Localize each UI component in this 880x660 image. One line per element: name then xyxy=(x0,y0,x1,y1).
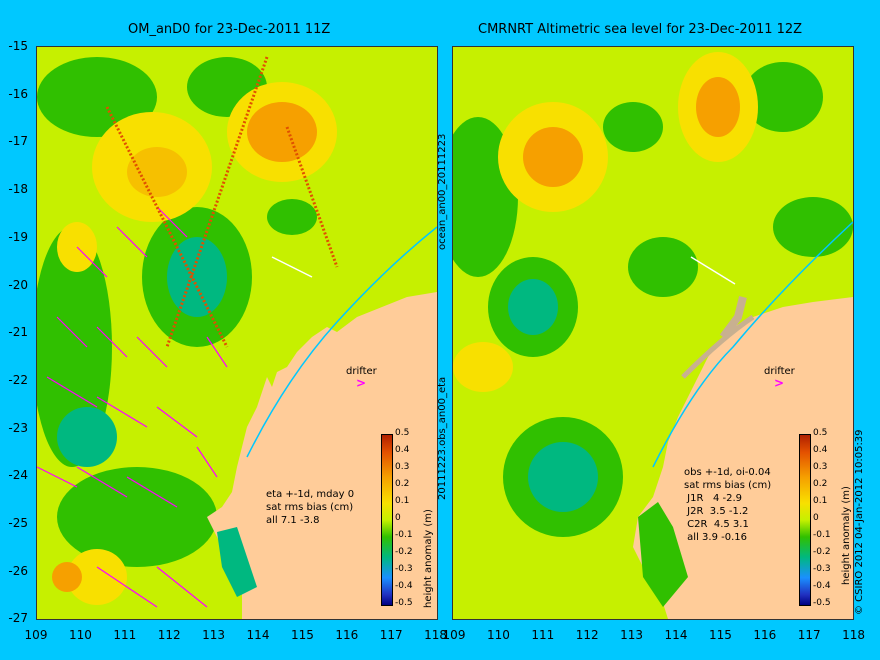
left-map-title: OM_anD0 for 23-Dec-2011 11Z xyxy=(128,22,331,37)
right-colorbar-tick: -0.2 xyxy=(813,547,831,557)
right-drifter-label: drifter xyxy=(764,366,795,377)
y-tick-label: -20 xyxy=(8,277,28,292)
right-colorbar-tick: 0.1 xyxy=(813,496,828,506)
y-tick-label: -23 xyxy=(8,420,28,435)
right-x-tick-label: 118 xyxy=(842,628,866,642)
y-tick-label: -25 xyxy=(8,516,28,530)
left-colorbar-label: height anomaly (m) xyxy=(423,509,434,608)
right-x-tick-label: 117 xyxy=(797,628,821,642)
left-drifter-arrow: > xyxy=(356,376,367,390)
right-x-tick-label: 116 xyxy=(753,628,777,642)
right-colorbar xyxy=(799,434,811,606)
right-colorbar-tick: 0.2 xyxy=(813,479,828,489)
y-tick-label: -22 xyxy=(8,372,28,387)
y-tick-label: -21 xyxy=(8,325,28,340)
left-colorbar-tick: 0.1 xyxy=(395,496,410,506)
side-label-top: ocean_an00_20111223 xyxy=(437,133,448,250)
left-colorbar-tick: -0.1 xyxy=(395,530,413,540)
right-x-tick-label: 109 xyxy=(442,628,466,642)
left-x-tick-label: 110 xyxy=(68,628,92,642)
right-colorbar-label: height anomaly (m) xyxy=(841,486,852,585)
left-colorbar-tick: 0.2 xyxy=(395,479,410,489)
left-map xyxy=(36,46,438,620)
left-x-tick-label: 111 xyxy=(113,628,137,642)
left-drifter-label: drifter xyxy=(346,366,377,377)
y-tick-label: -15 xyxy=(8,39,28,53)
right-colorbar-tick: -0.3 xyxy=(813,564,831,574)
left-colorbar-tick: 0.3 xyxy=(395,462,410,472)
left-x-tick-label: 112 xyxy=(157,628,181,642)
y-tick-label: -27 xyxy=(8,611,28,626)
right-drifter-arrow: > xyxy=(774,376,785,390)
right-colorbar-tick: 0 xyxy=(813,513,819,523)
right-colorbar-tick: 0.4 xyxy=(813,445,828,455)
y-tick-label: -26 xyxy=(8,563,28,578)
left-map-canvas xyxy=(37,47,437,619)
right-map-canvas xyxy=(453,47,853,619)
right-colorbar-tick: 0.3 xyxy=(813,462,828,472)
right-x-tick-label: 110 xyxy=(486,628,510,642)
left-colorbar xyxy=(381,434,393,606)
left-x-tick-label: 113 xyxy=(202,628,226,642)
left-colorbar-tick: -0.4 xyxy=(395,581,413,591)
credit-label: © CSIRO 2012 04-Jan-2012 10:05:39 xyxy=(854,429,865,615)
right-map xyxy=(452,46,854,620)
left-colorbar-tick: -0.5 xyxy=(395,598,413,608)
right-x-tick-label: 112 xyxy=(575,628,599,642)
left-x-tick-label: 116 xyxy=(335,628,359,642)
right-x-tick-label: 111 xyxy=(531,628,555,642)
y-tick-label: -24 xyxy=(8,468,28,483)
left-colorbar-tick: 0.4 xyxy=(395,445,410,455)
left-x-tick-label: 109 xyxy=(24,628,48,642)
y-tick-label: -18 xyxy=(8,182,28,197)
right-colorbar-tick: -0.5 xyxy=(813,598,831,608)
left-x-tick-label: 117 xyxy=(379,628,403,642)
right-map-title: CMRNRT Altimetric sea level for 23-Dec-2… xyxy=(478,22,803,37)
right-x-tick-label: 115 xyxy=(708,628,732,642)
y-tick-label: -19 xyxy=(8,229,28,244)
left-colorbar-tick: -0.3 xyxy=(395,564,413,574)
right-x-tick-label: 113 xyxy=(620,628,644,642)
right-colorbar-tick: -0.4 xyxy=(813,581,831,591)
right-colorbar-tick: 0.5 xyxy=(813,428,828,438)
left-x-tick-label: 114 xyxy=(246,628,270,642)
left-stats: eta +-1d, mday 0 sat rms bias (cm) all 7… xyxy=(266,489,355,526)
left-x-tick-label: 115 xyxy=(290,628,314,642)
left-colorbar-tick: -0.2 xyxy=(395,547,413,557)
side-label-bottom: 20111223.obs_an00_eta xyxy=(437,376,448,500)
y-tick-label: -16 xyxy=(8,86,28,101)
left-colorbar-tick: 0.5 xyxy=(395,428,410,438)
left-x-tick-label: 118 xyxy=(424,628,448,642)
right-x-tick-label: 114 xyxy=(664,628,688,642)
right-colorbar-tick: -0.1 xyxy=(813,530,831,540)
right-stats: obs +-1d, oi-0.04 sat rms bias (cm) J1R … xyxy=(684,467,772,543)
y-tick-label: -17 xyxy=(8,134,28,149)
left-colorbar-tick: 0 xyxy=(395,513,401,523)
